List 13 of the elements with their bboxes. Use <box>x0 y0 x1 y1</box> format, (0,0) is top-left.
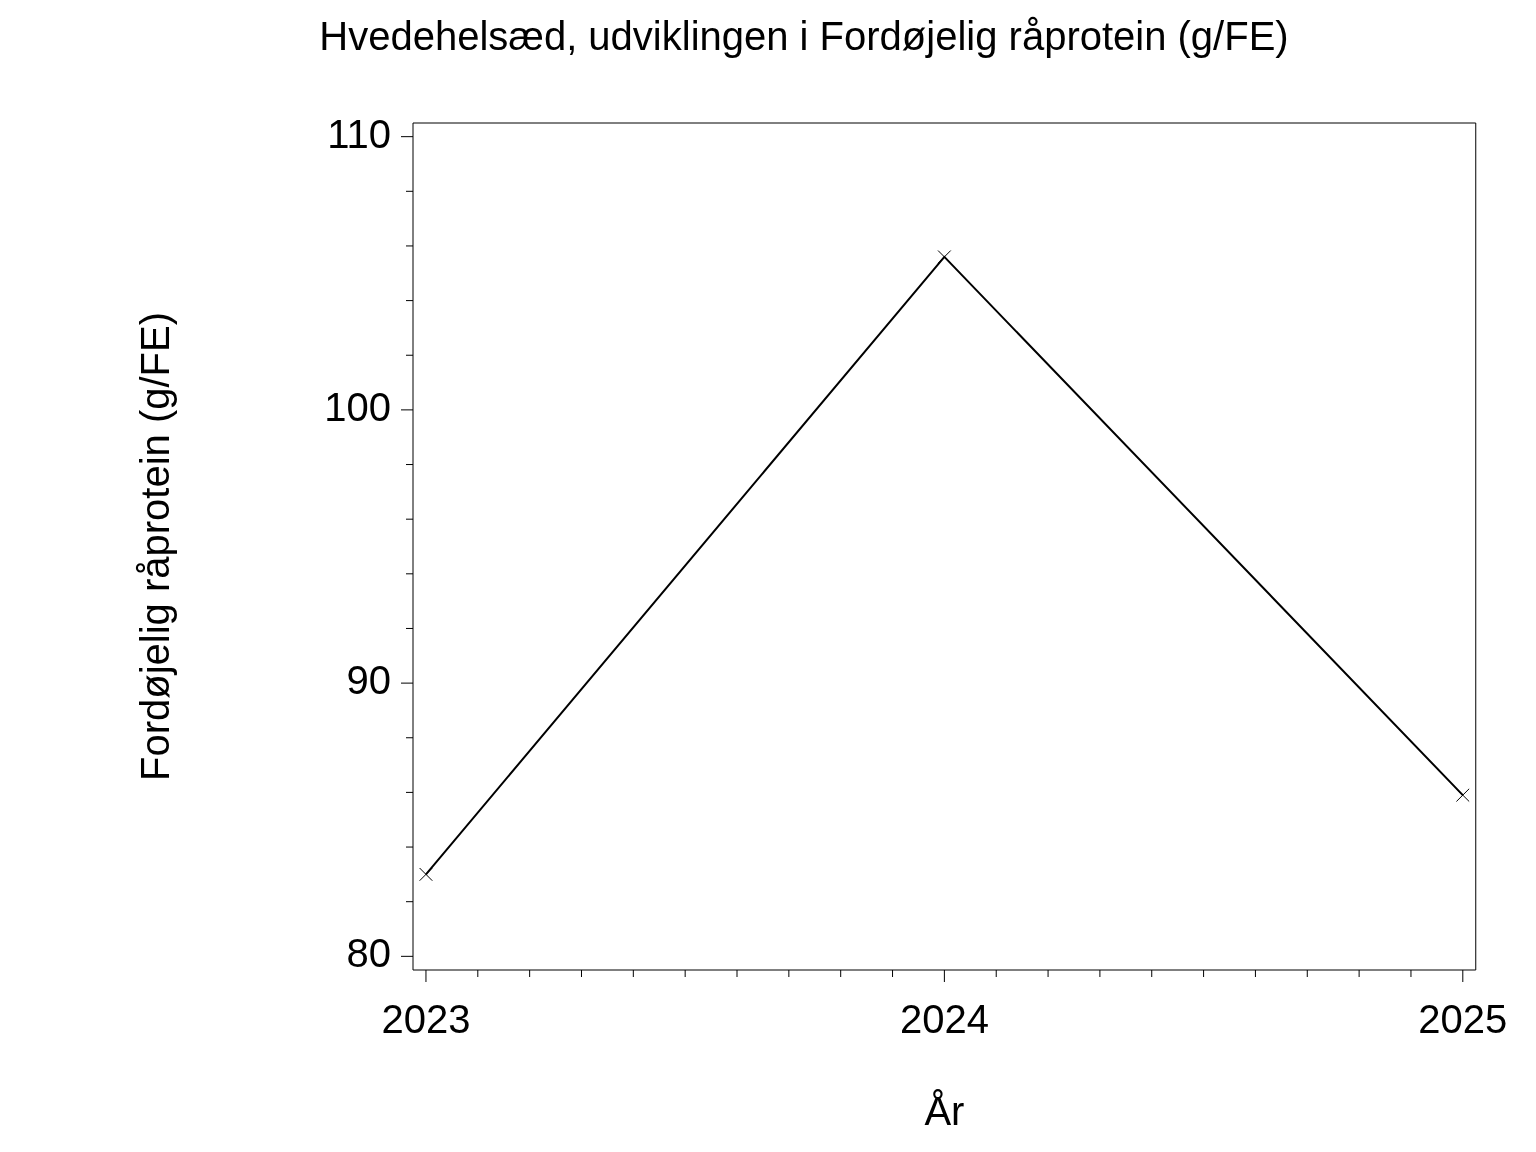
x-axis-title: År <box>924 1089 965 1134</box>
x-tick-label: 2023 <box>381 997 471 1042</box>
y-axis-title: Fordøjelig råprotein (g/FE) <box>133 311 178 782</box>
y-tick-label: 100 <box>324 384 391 429</box>
y-tick-label: 110 <box>327 111 391 156</box>
y-tick-label: 80 <box>346 931 391 976</box>
y-tick-label: 90 <box>346 658 391 703</box>
x-tick-label: 2024 <box>899 997 989 1042</box>
point <box>419 867 433 882</box>
x-tick-label: 2025 <box>1418 997 1508 1042</box>
point <box>1455 788 1470 802</box>
chart-title: Hvedehelsæd, udviklingen i Fordøjelig råprotein (g/FE) <box>319 14 1289 59</box>
point <box>937 250 952 264</box>
